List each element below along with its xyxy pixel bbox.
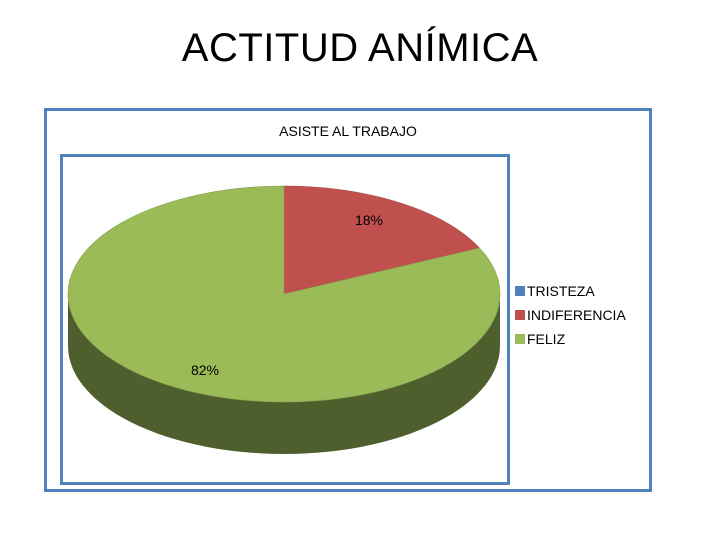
legend-label-tristeza: TRISTEZA <box>527 283 595 299</box>
pie-slice-indiferencia <box>283 185 481 295</box>
pie-slice-feliz <box>67 185 501 403</box>
legend-swatch-feliz <box>515 334 525 344</box>
pie-chart: 18% 82% <box>67 185 501 454</box>
legend-swatch-indiferencia <box>515 310 525 320</box>
pie-side-feliz <box>68 294 500 454</box>
plot-area <box>60 154 510 485</box>
legend-item-tristeza: TRISTEZA <box>515 279 626 303</box>
legend-swatch-tristeza <box>515 286 525 296</box>
slide-title: ACTITUD ANÍMICA <box>181 26 539 70</box>
data-label-indiferencia: 18% <box>355 212 383 228</box>
legend-label-indiferencia: INDIFERENCIA <box>527 307 626 323</box>
chart-title: ASISTE AL TRABAJO <box>279 123 417 139</box>
legend-label-feliz: FELIZ <box>527 331 566 347</box>
legend-item-indiferencia: INDIFERENCIA <box>515 303 626 327</box>
legend: TRISTEZA INDIFERENCIA FELIZ <box>515 279 626 351</box>
legend-item-feliz: FELIZ <box>515 327 626 351</box>
chart-area: ASISTE AL TRABAJO 18% 82% TRISTEZA INDIFE… <box>44 108 652 492</box>
data-label-feliz: 82% <box>191 362 219 378</box>
